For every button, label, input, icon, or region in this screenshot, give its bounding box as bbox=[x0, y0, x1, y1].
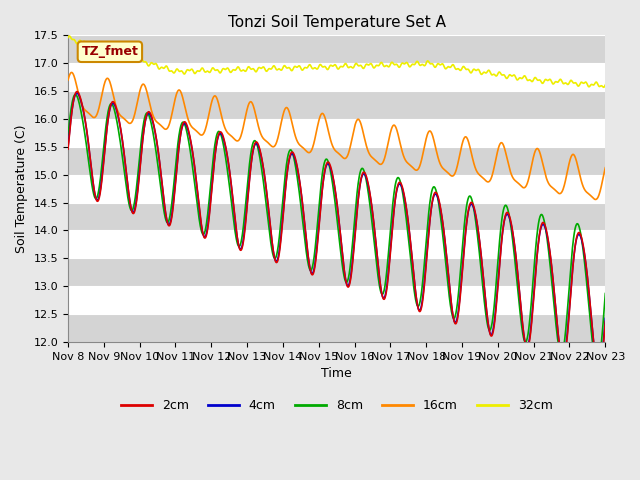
Bar bbox=[68, 258, 605, 286]
Bar bbox=[68, 175, 605, 203]
Title: Tonzi Soil Temperature Set A: Tonzi Soil Temperature Set A bbox=[228, 15, 445, 30]
Bar bbox=[68, 286, 605, 314]
Bar bbox=[68, 63, 605, 91]
X-axis label: Time: Time bbox=[321, 367, 352, 380]
Bar bbox=[68, 314, 605, 342]
Bar bbox=[68, 91, 605, 119]
Bar bbox=[68, 230, 605, 258]
Y-axis label: Soil Temperature (C): Soil Temperature (C) bbox=[15, 124, 28, 253]
Bar bbox=[68, 203, 605, 230]
Text: TZ_fmet: TZ_fmet bbox=[81, 45, 138, 58]
Bar bbox=[68, 36, 605, 63]
Bar bbox=[68, 147, 605, 175]
Bar bbox=[68, 119, 605, 147]
Legend: 2cm, 4cm, 8cm, 16cm, 32cm: 2cm, 4cm, 8cm, 16cm, 32cm bbox=[116, 394, 557, 417]
